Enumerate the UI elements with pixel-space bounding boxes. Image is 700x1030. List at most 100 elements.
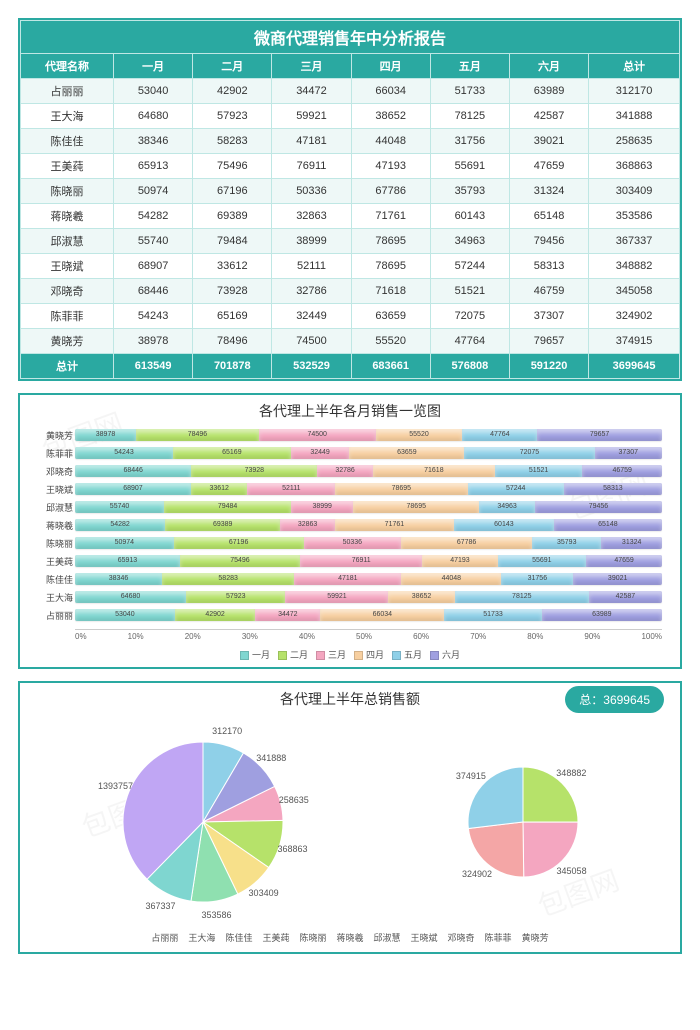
bar-row: 黄晓芳389787849674500555204776479657 [75, 427, 662, 443]
pie-slice-label: 368863 [277, 844, 307, 854]
bar-segment: 68907 [75, 483, 191, 495]
x-axis: 0%10%20%30%40%50%60%70%80%90%100% [75, 629, 662, 645]
bar-row-label: 王晓斌 [25, 483, 73, 496]
bar-segment: 57923 [186, 591, 285, 603]
bar-row: 陈晓丽509746719650336677863579331324 [75, 535, 662, 551]
bar-segment: 47193 [422, 555, 497, 567]
legend-item: 蒋晓羲 [336, 931, 363, 944]
bar-row: 邓晓奇684467392832786716185152146759 [75, 463, 662, 479]
bar-row: 陈佳佳383465828347181440483175639021 [75, 571, 662, 587]
bar-track: 530404290234472660345173363989 [75, 609, 662, 621]
bar-segment: 58283 [162, 573, 294, 585]
bar-segment: 78496 [136, 429, 259, 441]
bar-track: 542436516932449636597207537307 [75, 447, 662, 459]
bar-segment: 75496 [180, 555, 300, 567]
col-header: 一月 [114, 54, 193, 79]
bar-segment: 38978 [75, 429, 136, 441]
table-row: 陈晓丽509746719650336677863579331324303409 [21, 179, 680, 204]
pie-slice-label: 303409 [249, 888, 279, 898]
bar-track: 557407948438999786953496379456 [75, 501, 662, 513]
bar-segment: 34963 [479, 501, 535, 513]
bar-segment: 50974 [75, 537, 174, 549]
bar-segment: 55520 [376, 429, 463, 441]
total-badge: 总：3699645 [565, 686, 664, 713]
legend-item: 王大海 [188, 931, 215, 944]
bar-track: 383465828347181440483175639021 [75, 573, 662, 585]
legend-item: 五月 [392, 648, 422, 661]
sales-table: 微商代理销售年中分析报告 代理名称一月二月三月四月五月六月总计 占丽丽53040… [20, 20, 680, 379]
bar-segment: 38999 [291, 501, 353, 513]
bar-row: 陈菲菲542436516932449636597207537307 [75, 445, 662, 461]
bar-segment: 39021 [573, 573, 662, 585]
table-row: 邱淑慧557407948438999786953496379456367337 [21, 229, 680, 254]
col-header: 六月 [509, 54, 588, 79]
bar-segment: 55740 [75, 501, 164, 513]
bar-row: 占丽丽530404290234472660345173363989 [75, 607, 662, 623]
bar-segment: 42902 [175, 609, 256, 621]
bar-segment: 67196 [174, 537, 304, 549]
pie-slice-label: 345058 [557, 866, 587, 876]
bar-track: 389787849674500555204776479657 [75, 429, 662, 441]
bar-row-label: 蒋晓羲 [25, 519, 73, 532]
bar-segment: 65913 [75, 555, 180, 567]
bar-segment: 71618 [373, 465, 495, 477]
bar-segment: 78125 [455, 591, 589, 603]
bar-segment: 35793 [532, 537, 601, 549]
bar-row-label: 黄晓芳 [25, 429, 73, 442]
bar-row: 王晓斌689073361252111786955724458313 [75, 481, 662, 497]
bar-segment: 38346 [75, 573, 162, 585]
table-row: 占丽丽530404290234472660345173363989312170 [21, 79, 680, 104]
bar-segment: 73928 [191, 465, 317, 477]
legend-item: 黄晓芳 [522, 931, 549, 944]
bar-segment: 54282 [75, 519, 165, 531]
bar-segment: 32786 [317, 465, 373, 477]
stacked-chart-title: 各代理上半年各月销售一览图 [20, 395, 680, 425]
bar-segment: 79484 [164, 501, 291, 513]
bar-segment: 59921 [285, 591, 388, 603]
legend-item: 六月 [430, 648, 460, 661]
bar-row-label: 占丽丽 [25, 609, 73, 622]
bar-segment: 33612 [191, 483, 248, 495]
bar-segment: 55691 [498, 555, 587, 567]
legend-item: 王晓斌 [411, 931, 438, 944]
bar-track: 684467392832786716185152146759 [75, 465, 662, 477]
legend-item: 三月 [316, 648, 346, 661]
bar-row-label: 邓晓奇 [25, 465, 73, 478]
bar-segment: 42587 [589, 591, 662, 603]
col-header: 四月 [351, 54, 430, 79]
bar-segment: 44048 [401, 573, 501, 585]
table-row: 王美莼659137549676911471935569147659368863 [21, 154, 680, 179]
legend-item: 邱淑慧 [374, 931, 401, 944]
legend-item: 占丽丽 [151, 931, 178, 944]
table-row: 王大海646805792359921386527812542587341888 [21, 104, 680, 129]
pie-slice-label: 341888 [256, 753, 286, 763]
bar-segment: 58313 [564, 483, 662, 495]
pie-slice-label: 367337 [146, 901, 176, 911]
col-header: 二月 [193, 54, 272, 79]
bar-track: 659137549676911471935569147659 [75, 555, 662, 567]
bar-segment: 47764 [462, 429, 537, 441]
bar-segment: 47659 [586, 555, 662, 567]
legend-item: 四月 [354, 648, 384, 661]
bar-row-label: 邱淑慧 [25, 501, 73, 514]
bar-segment: 78695 [335, 483, 467, 495]
bar-segment: 38652 [388, 591, 454, 603]
pie-slice-label: 374915 [456, 771, 486, 781]
bar-track: 646805792359921386527812542587 [75, 591, 662, 603]
bar-row-label: 王大海 [25, 591, 73, 604]
bar-row: 邱淑慧557407948438999786953496379456 [75, 499, 662, 515]
bar-segment: 67786 [401, 537, 532, 549]
bar-segment: 31324 [601, 537, 662, 549]
legend-item: 一月 [240, 648, 270, 661]
pie-panel: 包图网 包图网 各代理上半年总销售额 总：3699645 31217034188… [18, 681, 682, 954]
bar-segment: 47181 [294, 573, 401, 585]
bar-segment: 60143 [454, 519, 554, 531]
bar-segment: 53040 [75, 609, 175, 621]
legend-item: 陈菲菲 [485, 931, 512, 944]
bar-segment: 51521 [495, 465, 583, 477]
bar-row-label: 王美莼 [25, 555, 73, 568]
bar-segment: 57244 [468, 483, 564, 495]
bar-segment: 63989 [542, 609, 662, 621]
bar-segment: 34472 [255, 609, 320, 621]
table-row: 陈菲菲542436516932449636597207537307324902 [21, 304, 680, 329]
